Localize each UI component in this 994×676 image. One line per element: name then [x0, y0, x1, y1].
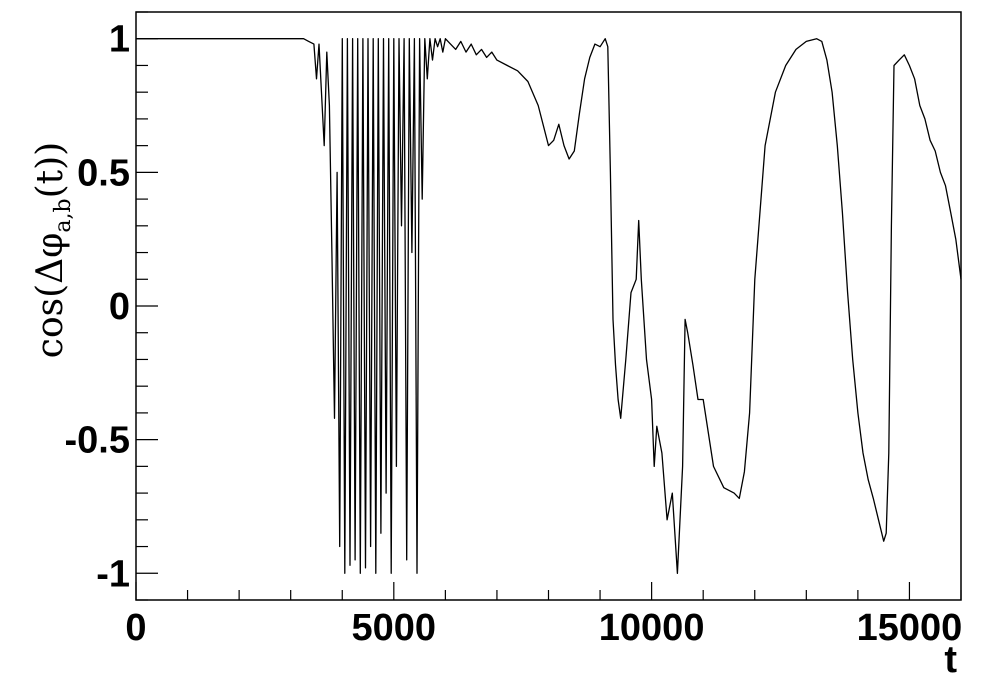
x-axis-ticks: 0 5000 10000 15000	[125, 582, 962, 649]
y-tick-label: 0	[109, 286, 130, 328]
plot-frame	[135, 11, 962, 601]
x-tick-label: 10000	[599, 607, 705, 649]
series-line	[136, 38, 962, 574]
y-axis-title: cos(Δφa,b(t))	[30, 142, 76, 358]
y-tick-label: 1	[109, 19, 130, 61]
x-tick-label: 15000	[857, 607, 963, 649]
x-axis-title: t	[944, 639, 957, 676]
y-tick-label: 0.5	[77, 152, 130, 194]
x-tick-label: 0	[125, 607, 146, 649]
y-tick-label: -1	[96, 553, 130, 595]
x-tick-label: 5000	[352, 607, 437, 649]
y-tick-label: -0.5	[65, 420, 130, 462]
y-axis-ticks: 1 0.5 0 -0.5 -1	[65, 11, 158, 601]
